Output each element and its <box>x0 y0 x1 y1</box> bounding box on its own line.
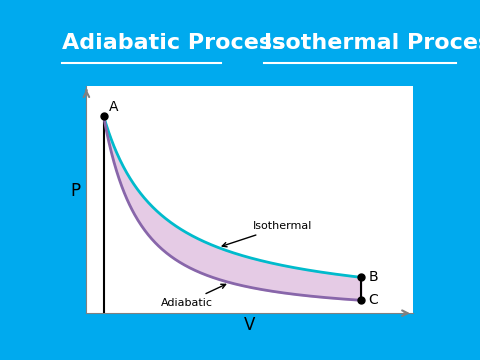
Text: Isothermal: Isothermal <box>222 221 312 247</box>
Text: Adiabatic: Adiabatic <box>161 284 226 307</box>
Text: C: C <box>368 293 378 307</box>
Text: B: B <box>368 270 378 284</box>
Y-axis label: P: P <box>70 182 80 200</box>
Text: A: A <box>109 100 119 114</box>
Text: Adiabatic Process: Adiabatic Process <box>62 33 286 53</box>
X-axis label: V: V <box>244 316 255 334</box>
Text: Isothermal Process: Isothermal Process <box>264 33 480 53</box>
